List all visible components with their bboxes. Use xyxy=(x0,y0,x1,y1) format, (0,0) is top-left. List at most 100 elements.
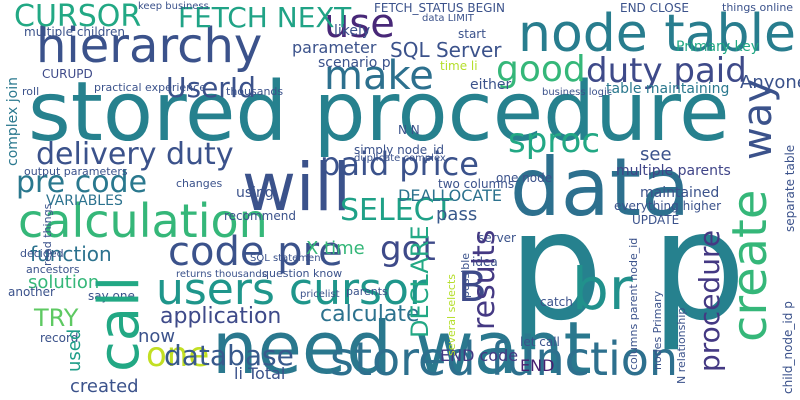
cloud-word: output parameters xyxy=(24,165,128,178)
cloud-word: child_node_id p xyxy=(781,301,795,394)
cloud-word: practical experience xyxy=(94,81,206,94)
cloud-word: see xyxy=(640,144,672,165)
cloud-word: parents xyxy=(346,285,388,298)
cloud-word: need want xyxy=(212,306,592,390)
cloud-word: Primary key xyxy=(676,39,760,55)
cloud-word: create xyxy=(722,189,778,342)
cloud-word: good xyxy=(496,49,586,90)
cloud-word: CURUPD xyxy=(42,67,93,81)
cloud-word: calculate xyxy=(320,302,420,327)
cloud-word: parameter xyxy=(292,38,377,57)
cloud-word: thousands xyxy=(226,85,284,98)
cloud-word: let call xyxy=(520,335,560,349)
cloud-word: hierarchy xyxy=(36,18,263,74)
cloud-word: used xyxy=(64,328,85,372)
cloud-word: columns parent node_id xyxy=(627,237,640,370)
cloud-word: keep business xyxy=(138,1,209,12)
cloud-word: returns thousands xyxy=(176,269,267,280)
cloud-word: nodes Primary xyxy=(651,290,664,370)
cloud-word: TRY xyxy=(34,304,79,332)
cloud-word: likely xyxy=(334,23,371,39)
cloud-word: two columns xyxy=(438,177,515,191)
cloud-word: SQL Server xyxy=(390,38,502,62)
cloud-word: one xyxy=(146,335,210,375)
cloud-word: complex join xyxy=(5,77,21,166)
cloud-word: changes xyxy=(176,177,223,190)
cloud-word: using xyxy=(236,185,274,201)
cloud-word: business logic xyxy=(542,87,613,98)
cloud-word: users cursor xyxy=(156,264,427,315)
cloud-word: will xyxy=(242,149,351,226)
cloud-word: data LIMIT xyxy=(422,13,474,24)
cloud-word: FETCH_STATUS BEGIN xyxy=(374,1,505,15)
cloud-word: possible xyxy=(459,252,472,298)
cloud-word: CURSOR xyxy=(14,0,142,34)
cloud-word: results xyxy=(467,229,502,330)
cloud-word: p p xyxy=(508,180,747,354)
cloud-word: stored procedure xyxy=(28,65,730,160)
cloud-word: record xyxy=(40,331,79,345)
cloud-word: B xyxy=(458,262,487,311)
cloud-word: database xyxy=(164,339,294,372)
cloud-word: now xyxy=(138,326,176,347)
cloud-word: ancestors xyxy=(26,263,80,276)
cloud-word: code pre xyxy=(168,229,343,275)
cloud-word: delivery duty xyxy=(36,137,234,172)
cloud-word: maintained xyxy=(640,185,720,201)
cloud-word: things online xyxy=(722,1,794,14)
cloud-word: another xyxy=(8,285,55,299)
cloud-word: END code xyxy=(440,346,519,365)
cloud-word: stored function xyxy=(330,332,679,386)
cloud-word: pass xyxy=(436,204,478,225)
cloud-word: END CLOSE xyxy=(620,1,689,15)
cloud-word: way xyxy=(735,79,781,160)
cloud-word: catch xyxy=(540,295,573,309)
cloud-word: make xyxy=(324,53,434,99)
cloud-word: solution xyxy=(28,272,100,293)
cloud-word: UPDATE xyxy=(632,213,680,227)
cloud-word: N N xyxy=(398,123,420,137)
cloud-word: got xyxy=(380,229,436,269)
cloud-word: procedure xyxy=(693,229,726,372)
cloud-word: roll xyxy=(22,85,40,98)
cloud-word: decided xyxy=(20,247,64,260)
cloud-word: node table xyxy=(518,4,797,64)
cloud-word: read things xyxy=(41,203,54,266)
cloud-word: start xyxy=(458,27,486,41)
cloud-word: pricelist xyxy=(300,289,340,300)
cloud-word: paid price xyxy=(320,145,479,183)
cloud-word: created xyxy=(70,376,139,397)
cloud-word: time li xyxy=(440,59,478,73)
cloud-word: idea xyxy=(472,255,498,269)
cloud-word: X time xyxy=(306,238,365,259)
cloud-word: Anyone xyxy=(740,72,800,93)
cloud-word: calculation xyxy=(18,194,268,248)
cloud-word: question know xyxy=(262,267,343,280)
cloud-word: everything higher xyxy=(614,199,722,213)
cloud-word: data xyxy=(510,141,691,234)
cloud-word: pre code xyxy=(16,165,148,200)
cloud-word: FETCH NEXT xyxy=(178,1,352,34)
cloud-word: SELECT xyxy=(340,193,453,228)
cloud-word: say one xyxy=(88,289,135,303)
cloud-word: several selects xyxy=(445,273,458,356)
cloud-word: VARIABLES xyxy=(46,193,123,209)
cloud-word: call xyxy=(87,275,152,372)
cloud-word: simply node_id xyxy=(354,143,445,157)
cloud-word: duty paid xyxy=(586,51,747,91)
cloud-word: DEALLOCATE xyxy=(398,186,502,205)
cloud-word: function xyxy=(30,242,112,266)
cloud-word: li Total xyxy=(234,364,286,383)
cloud-word: UserId xyxy=(166,71,256,104)
cloud-word: recommend xyxy=(224,209,296,223)
cloud-word: sproc xyxy=(508,121,601,161)
cloud-word: multiple children xyxy=(24,25,125,39)
cloud-word: scenario p xyxy=(318,55,391,71)
cloud-word: application xyxy=(160,304,282,329)
cloud-word: DECLARE xyxy=(406,225,434,338)
cloud-word: table maintaining xyxy=(606,81,730,97)
cloud-word: N relationship xyxy=(675,307,688,384)
cloud-word: br xyxy=(572,255,633,323)
cloud-word: one node xyxy=(496,171,553,185)
